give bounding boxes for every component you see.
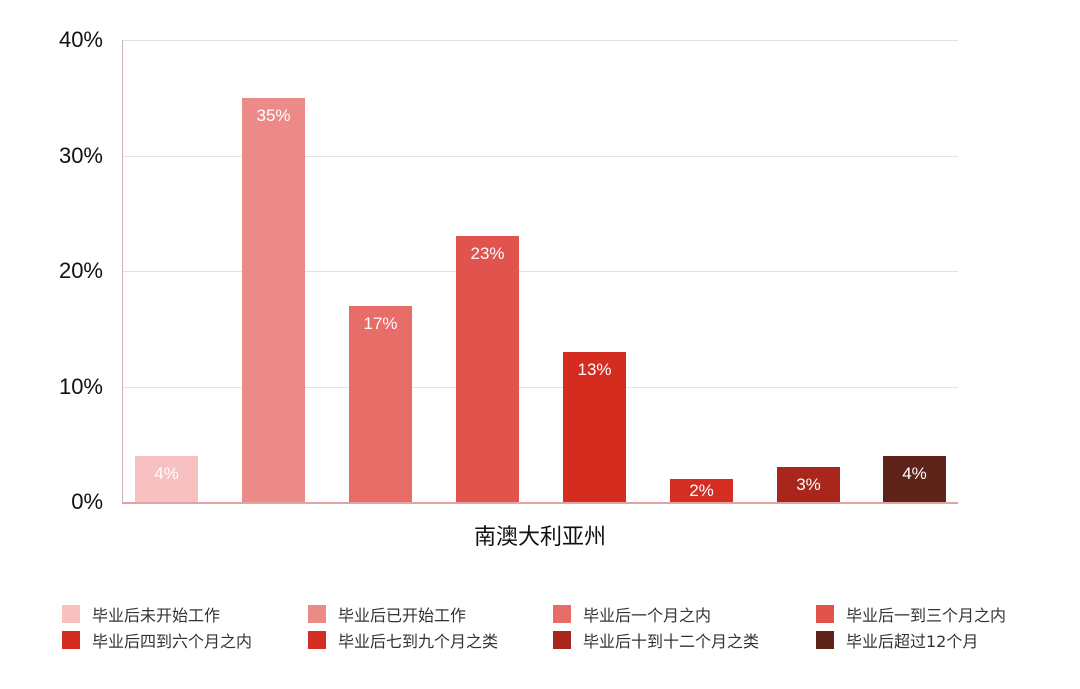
gridline [123, 155, 958, 157]
bar-value-label: 2% [689, 480, 714, 500]
gridline [123, 386, 958, 388]
legend-item: 毕业后四到六个月之内 [62, 629, 252, 651]
bar-value-label: 13% [577, 359, 612, 379]
y-tick-label: 10% [58, 373, 103, 399]
legend-item: 毕业后已开始工作 [308, 603, 466, 625]
legend-label: 毕业后七到九个月之类 [338, 632, 499, 651]
gridline [123, 271, 958, 272]
legend-item: 毕业后未开始工作 [62, 603, 220, 625]
bar-value-label: 3% [796, 474, 821, 494]
bar: 35% [242, 97, 305, 502]
bar: 3% [777, 467, 840, 502]
bar: 23% [456, 236, 519, 502]
legend-swatch-icon [816, 631, 834, 649]
y-tick-label: 30% [58, 142, 103, 168]
legend-label: 毕业后超过12个月 [846, 632, 979, 651]
x-axis-line [122, 502, 958, 504]
y-axis-line [122, 40, 123, 503]
legend-label: 毕业后十到十二个月之类 [583, 632, 760, 651]
legend-item: 毕业后一到三个月之内 [816, 603, 1006, 625]
legend-item: 毕业后七到九个月之类 [308, 629, 498, 651]
gridline [123, 40, 958, 41]
legend-item: 毕业后十到十二个月之类 [553, 629, 759, 651]
legend-swatch-icon [816, 605, 834, 623]
bar: 17% [349, 305, 412, 502]
legend-label: 毕业后四到六个月之内 [92, 632, 253, 651]
bar-value-label: 4% [902, 463, 927, 483]
legend-label: 毕业后未开始工作 [92, 606, 221, 625]
legend-swatch-icon [62, 631, 80, 649]
legend-swatch-icon [553, 605, 571, 623]
legend-swatch-icon [308, 631, 326, 649]
bar-value-label: 17% [363, 313, 398, 333]
bar-value-label: 4% [154, 463, 179, 483]
legend-item: 毕业后一个月之内 [553, 603, 711, 625]
legend-swatch-icon [62, 605, 80, 623]
x-axis-category-label: 南澳大利亚州 [473, 525, 606, 550]
y-tick-label: 20% [58, 258, 103, 283]
bar: 2% [670, 478, 733, 502]
bar-value-label: 35% [256, 105, 291, 125]
bar: 4% [883, 455, 946, 502]
legend-label: 毕业后已开始工作 [338, 606, 467, 625]
bar: 13% [563, 351, 626, 502]
bar-value-label: 23% [470, 244, 505, 264]
legend-swatch-icon [308, 605, 326, 623]
legend-swatch-icon [553, 631, 571, 649]
bar: 4% [135, 455, 198, 502]
y-tick-label: 0% [71, 489, 103, 514]
legend-label: 毕业后一个月之内 [583, 606, 712, 625]
y-tick-label: 40% [58, 27, 103, 52]
legend-item: 毕业后超过12个月 [816, 629, 978, 651]
legend-label: 毕业后一到三个月之内 [846, 606, 1007, 625]
